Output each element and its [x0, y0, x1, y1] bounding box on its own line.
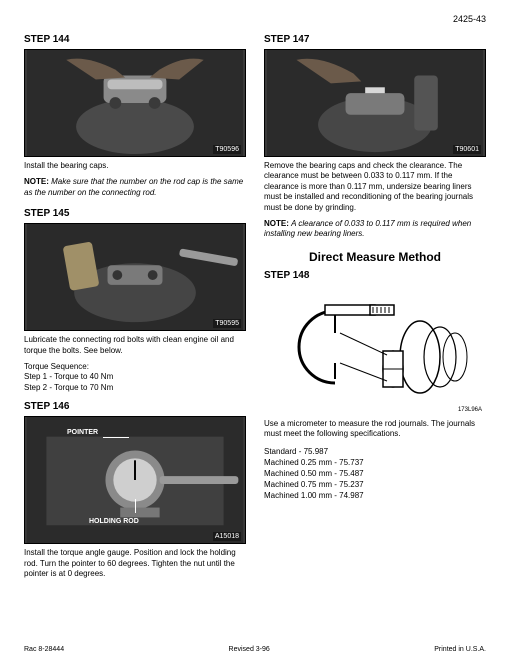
step-146-photo-label: A15018 [213, 532, 241, 541]
step-148-diagram-label: 173L96A [458, 407, 482, 413]
step-144-title: STEP 144 [24, 34, 246, 45]
pointer-annotation: POINTER [67, 429, 98, 436]
check-clearance-image [265, 50, 485, 156]
step-144-photo: T90596 [24, 49, 246, 157]
step-147-title: STEP 147 [264, 34, 486, 45]
holding-rod-line [135, 499, 136, 513]
step-145-caption: Lubricate the connecting rod bolts with … [24, 335, 246, 356]
step-144-photo-label: T90596 [213, 145, 241, 154]
step-148-caption: Use a micrometer to measure the rod jour… [264, 419, 486, 440]
spec-row: Machined 0.25 mm - 75.737 [264, 457, 486, 468]
journal-specs: Standard - 75.987 Machined 0.25 mm - 75.… [264, 446, 486, 502]
page-columns: STEP 144 T90596 Install the bearing caps… [24, 30, 486, 579]
footer-right: Printed in U.S.A. [434, 646, 486, 653]
step-146-title: STEP 146 [24, 401, 246, 412]
torque-line-1: Step 1 - Torque to 40 Nm [24, 372, 246, 382]
step-144-note: NOTE: Make sure that the number on the r… [24, 177, 246, 198]
page-number: 2425-43 [24, 14, 486, 24]
note-body: A clearance of 0.033 to 0.117 mm is requ… [264, 219, 471, 238]
note-prefix: NOTE: [24, 177, 49, 186]
step-145-title: STEP 145 [24, 208, 246, 219]
spec-row: Machined 0.50 mm - 75.487 [264, 468, 486, 479]
step-145-photo-label: T90595 [213, 319, 241, 328]
footer-left: Rac 8-28444 [24, 646, 64, 653]
spec-row: Standard - 75.987 [264, 446, 486, 457]
step-146-photo: POINTER HOLDING ROD A15018 [24, 416, 246, 544]
engine-lubricate-image [25, 224, 245, 330]
step-148-title: STEP 148 [264, 270, 486, 281]
spec-row: Machined 1.00 mm - 74.987 [264, 490, 486, 501]
step-147-caption: Remove the bearing caps and check the cl… [264, 161, 486, 213]
footer-center: Revised 3-96 [229, 646, 270, 653]
step-146-caption: Install the torque angle gauge. Position… [24, 548, 246, 579]
torque-header: Torque Sequence: [24, 362, 246, 372]
torque-sequence: Torque Sequence: Step 1 - Torque to 40 N… [24, 362, 246, 393]
step-145-photo: T90595 [24, 223, 246, 331]
pointer-line [103, 437, 129, 438]
holding-rod-annotation: HOLDING ROD [89, 518, 139, 525]
step-144-caption: Install the bearing caps. [24, 161, 246, 171]
left-column: STEP 144 T90596 Install the bearing caps… [24, 30, 246, 579]
engine-bearing-cap-image [25, 50, 245, 156]
spec-row: Machined 0.75 mm - 75.237 [264, 479, 486, 490]
step-147-photo-label: T90601 [453, 145, 481, 154]
direct-measure-heading: Direct Measure Method [264, 250, 486, 264]
step-148-diagram: 173L96A [264, 285, 486, 415]
step-147-note: NOTE: A clearance of 0.033 to 0.117 mm i… [264, 219, 486, 240]
torque-line-2: Step 2 - Torque to 70 Nm [24, 383, 246, 393]
note-prefix: NOTE: [264, 219, 289, 228]
page-footer: Rac 8-28444 Revised 3-96 Printed in U.S.… [24, 646, 486, 653]
micrometer-crankshaft-diagram [264, 285, 486, 415]
right-column: STEP 147 T90601 Remove the bearing caps … [264, 30, 486, 579]
note-body: Make sure that the number on the rod cap… [24, 177, 243, 196]
step-147-photo: T90601 [264, 49, 486, 157]
